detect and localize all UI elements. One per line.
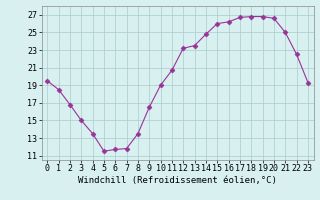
X-axis label: Windchill (Refroidissement éolien,°C): Windchill (Refroidissement éolien,°C) [78,176,277,185]
